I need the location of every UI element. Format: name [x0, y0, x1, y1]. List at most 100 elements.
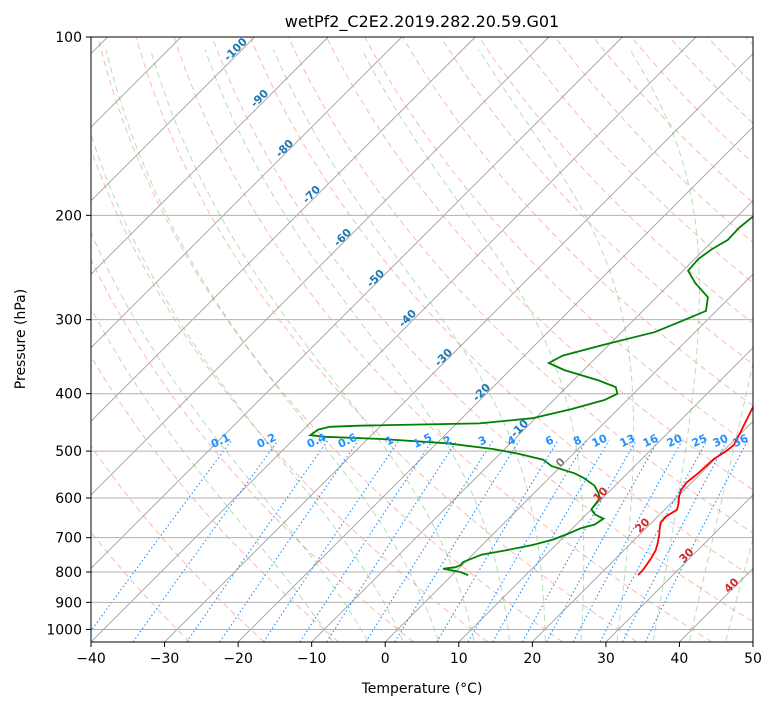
mixing-ratio-label: 2 — [441, 433, 453, 448]
moist-adiabat-line — [91, 307, 333, 642]
dry-adiabat-line — [91, 355, 340, 642]
mixing-ratio-line — [546, 440, 659, 642]
mixing-ratio-label: 3 — [476, 433, 488, 448]
mixing-ratio-line — [263, 440, 400, 642]
isotherm-line — [384, 273, 753, 642]
dry-adiabat-line — [211, 37, 753, 623]
mixing-ratio-line — [572, 440, 683, 642]
chart-title: wetPf2_C2E2.2019.282.20.59.G01 — [285, 12, 559, 32]
dry-adiabat-line — [249, 37, 753, 578]
dry-adiabat-line — [135, 37, 638, 642]
dry-adiabat-line — [364, 37, 753, 449]
background-lines — [91, 37, 753, 642]
mixing-ratio-line — [644, 440, 749, 642]
mixing-ratio-label: 20 — [665, 432, 685, 450]
dry-adiabat-line — [402, 37, 753, 407]
mixing-ratio-line — [436, 440, 559, 642]
mixing-ratio-label: 1.5 — [411, 431, 434, 451]
dry-adiabat-line — [554, 37, 753, 244]
y-axis-ticks: 100 200 300 400 500 600 700 800 900 1000 — [46, 30, 91, 638]
y-tick-label: 900 — [55, 595, 82, 611]
dry-adiabat-label: -60 — [331, 226, 354, 249]
moist-adiabat-line — [273, 49, 546, 641]
x-tick-label: 40 — [671, 651, 689, 667]
dry-adiabat-label: -30 — [432, 346, 455, 369]
mixing-ratio-line — [622, 440, 728, 642]
moist-adiabat-line — [689, 360, 753, 641]
moist-adiabat-line — [629, 49, 700, 641]
dry-adiabat-label: -20 — [470, 381, 493, 404]
dry-adiabat-line — [287, 37, 753, 534]
dry-adiabat-line — [478, 37, 753, 324]
x-tick-label: 10 — [450, 651, 468, 667]
x-tick-label: 30 — [597, 651, 615, 667]
moist-adiabat-line — [91, 133, 404, 642]
isotherm-line — [164, 52, 753, 642]
x-tick-label: 0 — [381, 651, 390, 667]
mixing-ratio-line — [326, 440, 458, 642]
moist-adiabat-label: 20 — [633, 515, 653, 535]
isotherm-line — [91, 37, 623, 570]
dry-adiabat-line — [91, 445, 265, 642]
dry-adiabat-label: -90 — [248, 87, 271, 110]
moist-adiabat-line — [725, 536, 753, 641]
isotherm-line — [91, 37, 476, 422]
mixing-ratio-label: 1 — [383, 433, 395, 448]
y-tick-label: 700 — [55, 531, 82, 547]
dry-adiabat-line — [91, 148, 489, 642]
mixing-ratio-label: 36 — [731, 432, 751, 450]
dry-adiabat-label: -100 — [221, 35, 250, 64]
mixing-ratio-label: 0.1 — [209, 431, 232, 451]
isotherm-line — [605, 494, 753, 642]
mixing-ratio-label: 30 — [711, 432, 731, 450]
moist-adiabat-line — [91, 231, 369, 642]
mixing-ratio-label: 25 — [690, 432, 709, 450]
x-tick-label: −20 — [223, 651, 253, 667]
mixing-ratio-line — [186, 440, 329, 642]
dry-adiabat-label: -80 — [273, 137, 296, 160]
y-tick-label: 200 — [55, 208, 82, 224]
y-tick-label: 800 — [55, 565, 82, 581]
dry-adiabat-label: -50 — [364, 267, 387, 290]
profiles — [307, 215, 753, 577]
x-tick-label: −40 — [76, 651, 106, 667]
dry-adiabat-line — [97, 37, 563, 642]
mixing-ratio-label: 0.2 — [255, 431, 278, 451]
y-tick-label: 500 — [55, 444, 82, 460]
x-axis-ticks: −40 −30 −20 −10 0 10 20 30 40 50 — [76, 642, 762, 667]
dry-adiabat-line — [592, 37, 753, 204]
moist-adiabat-label: 10 — [591, 484, 611, 504]
isotherm-line — [752, 641, 753, 642]
mixing-ratio-label: 0.6 — [336, 431, 359, 451]
mixing-ratio-label: 8 — [571, 433, 583, 448]
dry-adiabat-label: -70 — [300, 183, 323, 206]
dry-adiabat-label: -40 — [396, 307, 419, 330]
dry-adiabat-line — [440, 37, 753, 365]
mixing-ratio-label: 10 — [590, 432, 610, 450]
mixing-ratio-line — [365, 440, 494, 642]
isotherm-line — [311, 200, 753, 642]
mixing-ratio-line — [522, 440, 637, 642]
dry-adiabat-line — [173, 37, 713, 642]
dry-adiabat-line — [707, 37, 753, 85]
dry-adiabat-line — [91, 258, 414, 642]
plot-frame — [90, 36, 754, 643]
x-axis-label: Temperature (°C) — [361, 681, 483, 697]
mixing-ratio-line — [599, 440, 708, 642]
x-tick-label: −10 — [297, 651, 327, 667]
isotherm-line — [458, 347, 753, 642]
isotherm-line — [91, 37, 550, 496]
x-tick-label: 50 — [744, 651, 762, 667]
temperature-profile — [637, 405, 753, 576]
pressure-grid — [91, 37, 753, 630]
dry-adiabat-line — [516, 37, 753, 284]
moist-adiabat-line — [204, 49, 511, 641]
moist-adiabat-line — [105, 49, 439, 641]
moist-adiabat-line — [150, 49, 475, 641]
y-tick-label: 100 — [55, 30, 82, 46]
mixing-ratio-line — [132, 440, 279, 642]
isotherm-line — [679, 567, 753, 642]
isotherm-line — [91, 37, 256, 202]
mixing-ratio-line — [219, 440, 359, 642]
